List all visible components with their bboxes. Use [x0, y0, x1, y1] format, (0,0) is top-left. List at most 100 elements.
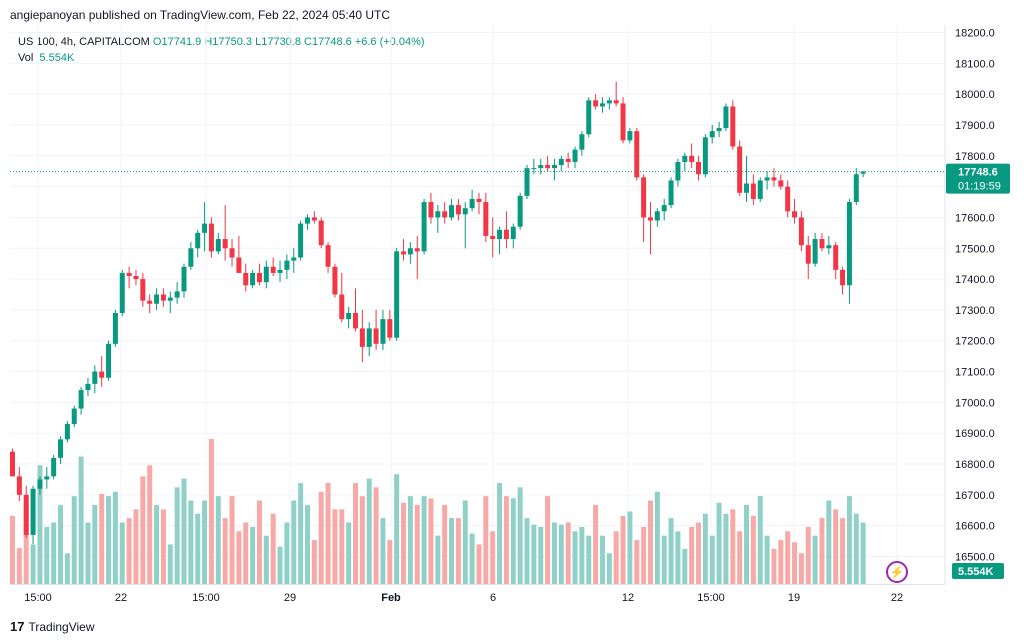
volume-bar: [462, 500, 468, 584]
volume-bar: [785, 531, 791, 584]
tradingview-brand[interactable]: TradingView: [28, 619, 95, 634]
volume-bar: [126, 518, 132, 584]
candle-down: [490, 235, 496, 240]
candle-up: [826, 245, 832, 249]
candle-up: [71, 408, 77, 424]
chart-legend: US 100, 4h, CAPITALCOM O17741.9 H17750.3…: [18, 34, 425, 66]
candle-up: [92, 371, 98, 384]
price-tick-label: 17100.0: [955, 367, 995, 379]
volume-bar: [270, 513, 276, 584]
volume-bar: [531, 524, 537, 584]
candle-up: [421, 202, 427, 252]
volume-bar: [44, 526, 50, 584]
candle-down: [696, 161, 701, 175]
candle-up: [675, 161, 681, 181]
candle-down: [689, 155, 695, 162]
price-tick-label: 17400.0: [955, 274, 995, 286]
lightning-icon[interactable]: ⚡: [886, 561, 908, 583]
legend-vol-label: Vol: [18, 52, 34, 64]
volume-bar: [188, 500, 194, 584]
candle-up: [668, 180, 674, 206]
footer: 17 TradingView: [10, 619, 95, 634]
volume-bar: [106, 496, 112, 584]
candle-up: [58, 439, 64, 458]
candle-down: [785, 186, 791, 212]
candle-up: [85, 383, 91, 391]
volume-bar: [641, 526, 647, 584]
candle-up: [551, 165, 557, 169]
volume-bar: [682, 548, 688, 584]
price-tick-label: 16600.0: [955, 521, 995, 533]
volume-bar: [545, 496, 551, 584]
candle-down: [126, 272, 132, 277]
volume-badge-value: 5.554K: [958, 566, 994, 578]
volume-bar: [503, 496, 509, 584]
time-tick-label: 15:00: [192, 592, 220, 604]
candle-down: [160, 294, 166, 301]
volume-bar: [291, 500, 297, 584]
volume-bar: [421, 496, 427, 584]
candle-down: [840, 269, 846, 286]
candle-down: [442, 211, 448, 218]
candle-up: [64, 423, 70, 440]
price-tick-label: 17200.0: [955, 336, 995, 348]
volume-bar: [263, 535, 269, 584]
volume-bar: [140, 476, 146, 584]
volume-bar: [10, 515, 15, 584]
volume-bar: [325, 482, 331, 584]
volume-bar: [311, 540, 317, 584]
volume-bar: [236, 531, 242, 584]
volume-bar: [551, 522, 557, 584]
candle-down: [325, 245, 331, 267]
volume-bar: [51, 522, 57, 584]
volume-bar: [298, 482, 304, 584]
volume-bar: [304, 504, 310, 584]
candle-down: [99, 371, 105, 378]
tradingview-logo-icon[interactable]: 17: [10, 619, 25, 634]
volume-bar: [613, 531, 619, 584]
candle-down: [634, 131, 640, 178]
candle-down: [647, 217, 653, 221]
candle-down: [593, 100, 599, 107]
volume-bar: [202, 500, 208, 584]
legend-high: H17750.3: [204, 36, 253, 48]
candle-up: [517, 195, 523, 227]
volume-bar: [572, 531, 578, 584]
volume-bar: [112, 491, 118, 584]
price-tick-label: 18000.0: [955, 89, 995, 101]
candle-up: [606, 100, 612, 104]
candle-up: [449, 205, 455, 218]
volume-bar: [668, 518, 674, 584]
candle-down: [140, 279, 146, 301]
candle-up: [599, 103, 605, 107]
candle-up: [538, 165, 544, 169]
candle-up: [119, 272, 125, 313]
volume-bar: [359, 496, 365, 584]
volume-bar: [99, 493, 105, 584]
candle-up: [723, 106, 729, 129]
candle-down: [229, 248, 235, 258]
volume-bar: [812, 535, 818, 584]
candle-down: [353, 312, 358, 329]
price-tick-label: 17800.0: [955, 151, 995, 163]
candle-up: [174, 291, 180, 298]
volume-bar: [256, 500, 262, 584]
candle-up: [462, 208, 468, 215]
volume-bar: [792, 542, 798, 584]
price-tick-label: 16700.0: [955, 490, 995, 502]
legend-symbol[interactable]: US 100, 4h, CAPITALCOM: [18, 36, 150, 48]
candle-down: [737, 146, 743, 193]
volume-bar: [606, 553, 612, 584]
last-price-badge: [946, 163, 1010, 194]
volume-bar: [23, 502, 29, 584]
volume-bar: [661, 535, 667, 584]
candle-up: [37, 479, 43, 489]
candle-up: [304, 217, 310, 224]
candle-up: [112, 312, 118, 344]
candle-down: [798, 217, 804, 246]
volume-bar: [750, 515, 756, 584]
volume-bar: [524, 518, 530, 584]
price-tick-label: 18100.0: [955, 58, 995, 70]
volume-bar: [222, 518, 228, 584]
